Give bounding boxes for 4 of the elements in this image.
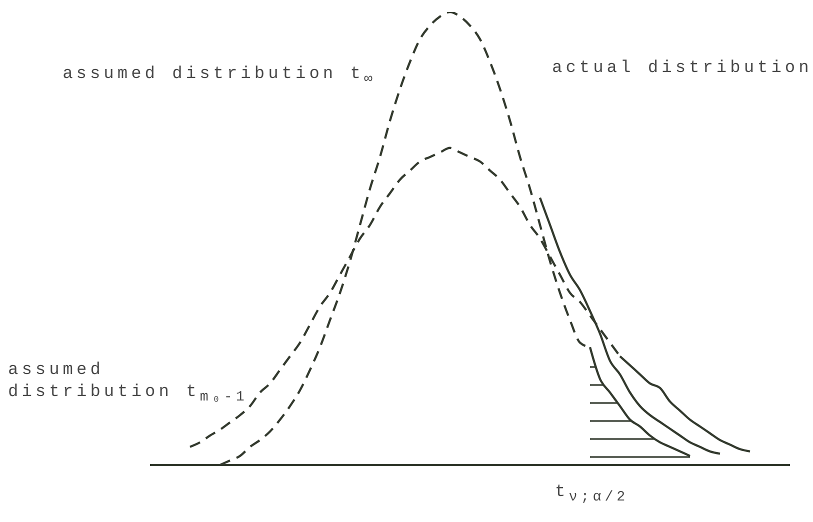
annotation: assumed distribution t$_{∞}$ <box>62 64 376 90</box>
annotation: actual distribution <box>552 58 812 80</box>
annotation: assumed distribution t$_{m₀-1}$ <box>8 360 249 408</box>
text: t$_{ν;α/2}$ <box>555 482 629 508</box>
